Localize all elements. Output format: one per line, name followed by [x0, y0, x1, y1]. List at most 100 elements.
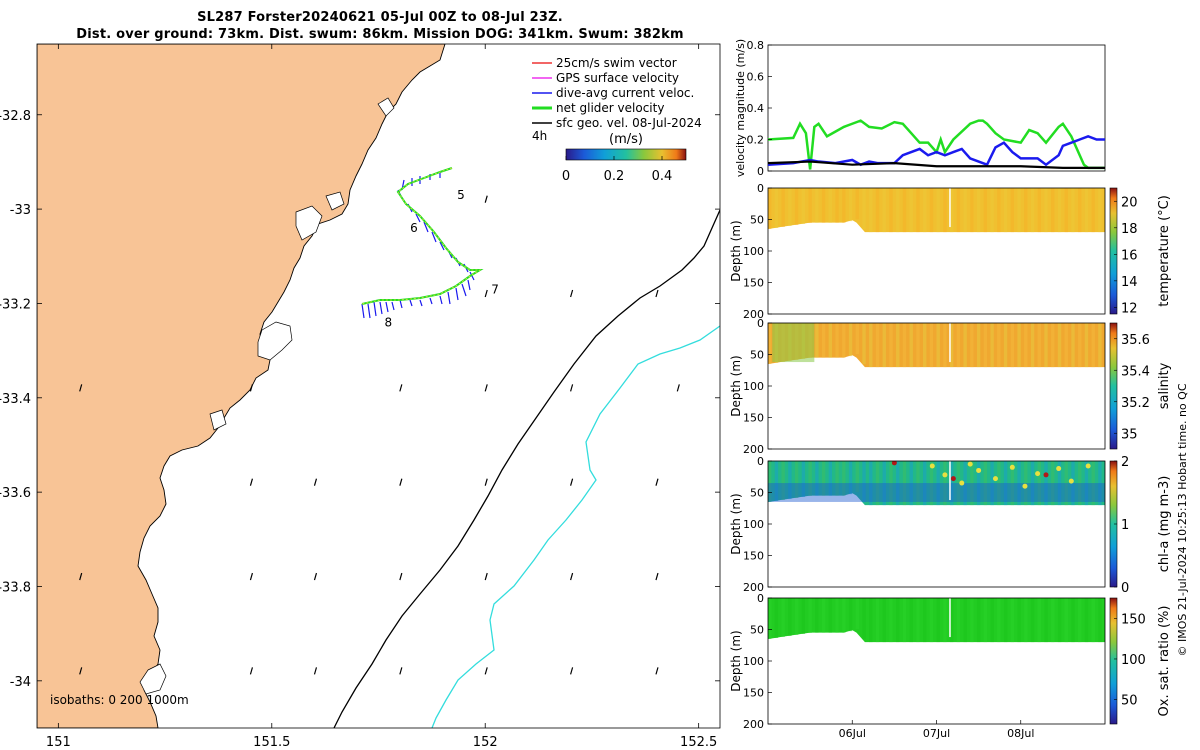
section-texture	[1078, 598, 1082, 643]
velocity-y-tick-label: 0.6	[747, 71, 765, 84]
section-texture	[1051, 598, 1055, 643]
section-texture	[1003, 188, 1008, 233]
section-texture	[976, 188, 981, 233]
section-texture	[1010, 323, 1015, 368]
section-texture	[896, 188, 900, 233]
geo-velocity-arrow	[249, 667, 254, 675]
section-colorbar	[1109, 322, 1118, 450]
section-texture	[815, 598, 819, 633]
section-texture	[1030, 188, 1035, 233]
map-colorbar-ticks: 0 0.2 0.4	[562, 156, 672, 184]
section-texture	[923, 598, 927, 643]
section-texture	[997, 461, 1001, 506]
section-texture	[1071, 461, 1075, 506]
section-texture	[774, 598, 779, 638]
section-texture	[1017, 598, 1021, 643]
section-texture	[1051, 323, 1055, 368]
map-y-tick-label: -33.6	[0, 486, 31, 501]
section-texture	[781, 188, 785, 227]
chl-bloom-point	[929, 463, 935, 469]
section-texture	[1057, 461, 1062, 506]
map-y-tick-label: -32.8	[0, 109, 31, 124]
map-x-tick-label: 151.5	[253, 735, 290, 750]
section-texture	[1044, 188, 1048, 233]
section-texture	[889, 461, 893, 506]
section-texture	[1098, 598, 1102, 643]
map-colorbar	[565, 148, 687, 161]
section-texture	[815, 188, 819, 223]
svg-text:25cm/s swim vector: 25cm/s swim vector	[556, 56, 677, 70]
colorbar-tick-label: 35	[1121, 427, 1138, 442]
section-texture	[1064, 188, 1068, 233]
section-texture	[862, 598, 866, 640]
section-texture	[970, 323, 974, 368]
geo-velocity-arrow	[399, 572, 403, 581]
surface-vectors	[79, 195, 680, 675]
geo-velocity-arrow	[655, 478, 659, 486]
section-texture	[1010, 461, 1015, 506]
lake	[377, 97, 395, 117]
colorbar-units: (m/s)	[609, 132, 643, 147]
geo-velocity-arrow	[570, 289, 574, 298]
section-texture	[929, 598, 934, 643]
velocity-y-tick-label: 0	[757, 165, 764, 178]
section-texture	[1010, 598, 1015, 643]
section-texture	[828, 598, 833, 633]
section-texture	[1064, 323, 1068, 368]
lake	[325, 191, 345, 211]
section-texture	[808, 461, 812, 496]
section-texture	[990, 188, 994, 233]
colorbar-tick-label: 16	[1121, 248, 1138, 263]
section-texture	[970, 461, 974, 506]
velocity-panel: 0 0.2 0.4 0.6 0.8 velocity magnitude (m/s)	[734, 39, 1106, 178]
section-texture	[794, 188, 799, 225]
geo-velocity-arrow	[399, 667, 403, 675]
section-texture	[848, 323, 853, 357]
map-axis-ticks: 151 151.5 152 152.5 -32.8 -33 -33.2 -33.4 -33.6 -…	[0, 44, 720, 750]
section-texture	[956, 323, 961, 368]
depth-tick-label: 100	[743, 655, 764, 668]
svg-text:sfc geo. vel. 08-Jul-2024: sfc geo. vel. 08-Jul-2024	[556, 116, 702, 130]
section-texture	[1024, 461, 1028, 506]
section-texture	[1024, 598, 1028, 643]
section-texture	[889, 598, 893, 643]
section-texture	[929, 461, 934, 506]
section-texture	[828, 461, 833, 496]
chl-high-point	[950, 476, 956, 482]
velocity-y-tick-label: 0.4	[747, 102, 765, 115]
section-texture	[1084, 323, 1089, 368]
colorbar-label: chl-a (mg m-3)	[1157, 476, 1172, 573]
isobath-200m	[333, 209, 720, 728]
legend-gps-velocity: GPS surface velocity	[532, 71, 679, 85]
date-tick-label: 06Jul	[839, 727, 866, 740]
geo-velocity-arrow	[570, 572, 574, 581]
section-texture	[774, 188, 779, 228]
section-texture	[1017, 323, 1021, 368]
colorbar-tick-label: 0	[1121, 581, 1129, 596]
figure-title-line2: Dist. over ground: 73km. Dist. swum: 86k…	[76, 27, 684, 42]
depth-tick-label: 200	[743, 308, 764, 321]
section-texture	[1091, 188, 1095, 233]
chl-bloom-point	[1085, 463, 1091, 469]
section-texture	[963, 461, 967, 506]
legend-net-velocity: net glider velocity	[532, 101, 664, 115]
section-texture	[788, 598, 792, 636]
map-x-tick-label: 151	[46, 735, 71, 750]
depth-tick-label: 150	[743, 550, 764, 563]
section-texture	[983, 323, 988, 368]
depth-tick-label: 200	[743, 443, 764, 456]
depth-tick-label: 50	[750, 349, 764, 362]
depth-tick-label: 100	[743, 380, 764, 393]
section-texture	[902, 188, 907, 233]
section-texture	[781, 598, 785, 637]
map-colorbar-tick-label: 0	[562, 169, 570, 184]
section-texture	[1071, 598, 1075, 643]
chl-bloom-point	[959, 480, 965, 486]
section-texture	[956, 188, 961, 233]
colorbar-tick-label: 35.4	[1121, 364, 1150, 379]
section-texture	[943, 188, 947, 233]
section-texture	[1057, 323, 1062, 368]
section-texture	[821, 188, 826, 223]
